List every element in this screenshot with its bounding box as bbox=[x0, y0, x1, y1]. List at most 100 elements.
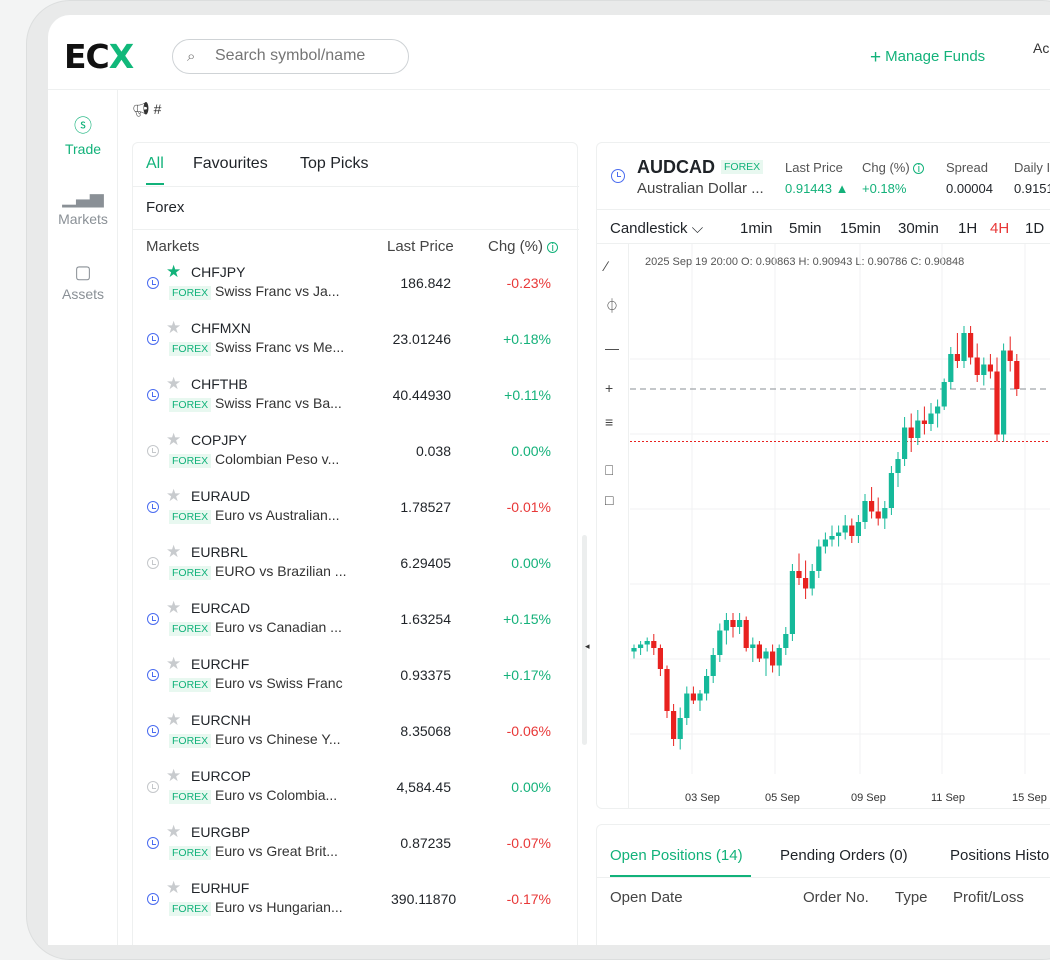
sidebar-item-trade[interactable]: ⓢ Trade bbox=[48, 112, 118, 157]
logo[interactable]: ECX bbox=[64, 37, 134, 76]
column-header-type[interactable]: Type bbox=[895, 889, 928, 906]
top-bar: ECX ⌕ +Manage Funds Ac bbox=[48, 15, 1050, 90]
instrument-type-badge: FOREX bbox=[169, 286, 212, 300]
market-last-price: 390.11870 bbox=[391, 891, 457, 907]
market-change: 0.00% bbox=[511, 443, 551, 459]
favourite-star-icon[interactable]: ★ bbox=[166, 262, 182, 281]
vertical-line-icon[interactable]: ⏀ bbox=[605, 298, 619, 314]
candle-body bbox=[651, 641, 657, 648]
active-tab-indicator bbox=[146, 183, 164, 185]
market-row[interactable]: ★ EURBRL FOREX EURO vs Brazilian ... 6.29405… bbox=[133, 541, 579, 597]
column-header-change[interactable]: Chg (%) i bbox=[488, 238, 559, 255]
market-row[interactable]: ★ EURCHF FOREX Euro vs Swiss Franc 0.93375 +0… bbox=[133, 653, 579, 709]
sidebar: ⓢ Trade ▁▃▅ Markets ▢ Assets bbox=[48, 90, 118, 945]
column-header-open-date[interactable]: Open Date bbox=[610, 889, 683, 906]
favourite-star-icon[interactable]: ★ bbox=[166, 430, 182, 449]
market-name: Euro vs Canadian ... bbox=[215, 619, 342, 635]
chart-symbol: AUDCAD bbox=[637, 157, 715, 177]
candle-body bbox=[948, 354, 954, 382]
fibonacci-icon[interactable]: ≡ bbox=[605, 414, 614, 430]
timeframe-4h[interactable]: 4H bbox=[990, 220, 1010, 237]
column-header-profit-loss[interactable]: Profit/Loss bbox=[953, 889, 1024, 906]
tab-open-positions[interactable]: Open Positions (14) bbox=[610, 847, 743, 864]
market-row[interactable]: ★ CHFJPY FOREX Swiss Franc vs Ja... 186.842 -… bbox=[133, 261, 579, 317]
timeframe-1min[interactable]: 1min bbox=[740, 220, 773, 237]
x-tick: 11 Sep bbox=[931, 792, 966, 804]
search-input[interactable] bbox=[215, 47, 395, 65]
market-row[interactable]: ★ EURCOP FOREX Euro vs Colombia... 4,584.45 0… bbox=[133, 765, 579, 821]
market-name: EURO vs Brazilian ... bbox=[215, 563, 347, 579]
chart-type-select[interactable]: Candlestick ⌵ bbox=[610, 220, 703, 237]
favourite-star-icon[interactable]: ★ bbox=[166, 654, 182, 673]
candle-body bbox=[921, 420, 927, 424]
timeframe-30min[interactable]: 30min bbox=[898, 220, 939, 237]
timeframe-1d[interactable]: 1D bbox=[1025, 220, 1045, 237]
candle-body bbox=[842, 525, 848, 533]
favourite-star-icon[interactable]: ★ bbox=[166, 598, 182, 617]
candle-body bbox=[809, 571, 815, 589]
candle-body bbox=[908, 427, 914, 438]
favourite-star-icon[interactable]: ★ bbox=[166, 822, 182, 841]
panel-scrollbar[interactable] bbox=[582, 535, 587, 745]
market-row[interactable]: ★ EURCAD FOREX Euro vs Canadian ... 1.63254 +… bbox=[133, 597, 579, 653]
trash-icon[interactable]: □ bbox=[605, 492, 614, 508]
instrument-type-badge: FOREX bbox=[169, 846, 212, 860]
column-header-last-price[interactable]: Last Price bbox=[387, 238, 454, 255]
instrument-type-badge: FOREX bbox=[169, 678, 212, 692]
sidebar-item-label: Markets bbox=[58, 211, 108, 227]
wallet-icon: ▢ bbox=[74, 262, 92, 282]
market-row[interactable]: ★ CHFMXN FOREX Swiss Franc vs Me... 23.01246… bbox=[133, 317, 579, 373]
tab-all[interactable]: All bbox=[146, 155, 164, 172]
favourite-star-icon[interactable]: ★ bbox=[166, 374, 182, 393]
info-icon[interactable]: i bbox=[913, 163, 925, 175]
announcement-text: # bbox=[153, 101, 162, 117]
market-change: -0.01% bbox=[506, 499, 551, 515]
market-name: Euro vs Chinese Y... bbox=[215, 731, 341, 747]
candle-body bbox=[671, 711, 677, 739]
horizontal-line-icon[interactable]: — bbox=[605, 340, 619, 356]
collapse-panel-icon[interactable]: ◂ bbox=[585, 641, 590, 651]
candle-body bbox=[783, 634, 789, 648]
crosshair-icon[interactable]: + bbox=[605, 380, 614, 396]
favourite-star-icon[interactable]: ★ bbox=[166, 710, 182, 729]
info-icon[interactable]: i bbox=[547, 242, 559, 254]
manage-funds-button[interactable]: + Manage Funds bbox=[870, 47, 985, 69]
announcement-bar[interactable]: 📢︎ # bbox=[132, 101, 161, 118]
favourite-star-icon[interactable]: ★ bbox=[166, 878, 182, 897]
trend-line-icon[interactable]: ∕ bbox=[605, 258, 608, 274]
favourite-star-icon[interactable]: ★ bbox=[166, 542, 182, 561]
market-row[interactable]: ★ CHFTHB FOREX Swiss Franc vs Ba... 40.44930… bbox=[133, 373, 579, 429]
instrument-type-badge: FOREX bbox=[169, 454, 212, 468]
lock-icon[interactable]: ⎕ bbox=[605, 462, 614, 478]
favourite-star-icon[interactable]: ★ bbox=[166, 486, 182, 505]
timeframe-5min[interactable]: 5min bbox=[789, 220, 822, 237]
candle-body bbox=[875, 511, 881, 519]
column-header-order-no[interactable]: Order No. bbox=[803, 889, 869, 906]
candlestick-chart[interactable] bbox=[630, 244, 1050, 809]
account-menu[interactable]: Ac bbox=[1033, 40, 1050, 56]
favourite-star-icon[interactable]: ★ bbox=[166, 766, 182, 785]
candle-body bbox=[710, 655, 716, 676]
tab-top-picks[interactable]: Top Picks bbox=[300, 155, 369, 172]
column-header-markets[interactable]: Markets bbox=[146, 238, 200, 255]
favourite-star-icon[interactable]: ★ bbox=[166, 318, 182, 337]
tab-pending-orders[interactable]: Pending Orders (0) bbox=[780, 847, 908, 864]
tab-positions-history[interactable]: Positions Histo bbox=[950, 847, 1050, 864]
timeframe-15min[interactable]: 15min bbox=[840, 220, 881, 237]
tab-favourites[interactable]: Favourites bbox=[193, 155, 268, 172]
market-row[interactable]: ★ EURAUD FOREX Euro vs Australian... 1.78527… bbox=[133, 485, 579, 541]
candle-body bbox=[690, 693, 696, 701]
sidebar-item-markets[interactable]: ▁▃▅ Markets bbox=[48, 187, 118, 227]
clock-icon bbox=[147, 837, 159, 849]
market-row[interactable]: ★ EURGBP FOREX Euro vs Great Brit... 0.87235… bbox=[133, 821, 579, 877]
market-row[interactable]: ★ EURHUF FOREX Euro vs Hungarian... 390.1187… bbox=[133, 877, 579, 933]
ohlc-readout: 2025 Sep 19 20:00 O: 0.90863 H: 0.90943 … bbox=[645, 256, 965, 268]
x-tick: 05 Sep bbox=[765, 792, 800, 804]
candle-body bbox=[829, 536, 835, 540]
market-row[interactable]: ★ EURCNH FOREX Euro vs Chinese Y... 8.35068 -… bbox=[133, 709, 579, 765]
market-row[interactable]: ★ COPJPY FOREX Colombian Peso v... 0.038 0.00… bbox=[133, 429, 579, 485]
timeframe-1h[interactable]: 1H bbox=[958, 220, 978, 237]
sidebar-item-assets[interactable]: ▢ Assets bbox=[48, 262, 118, 302]
candle-body bbox=[750, 644, 756, 648]
search-box[interactable]: ⌕ bbox=[172, 39, 409, 74]
